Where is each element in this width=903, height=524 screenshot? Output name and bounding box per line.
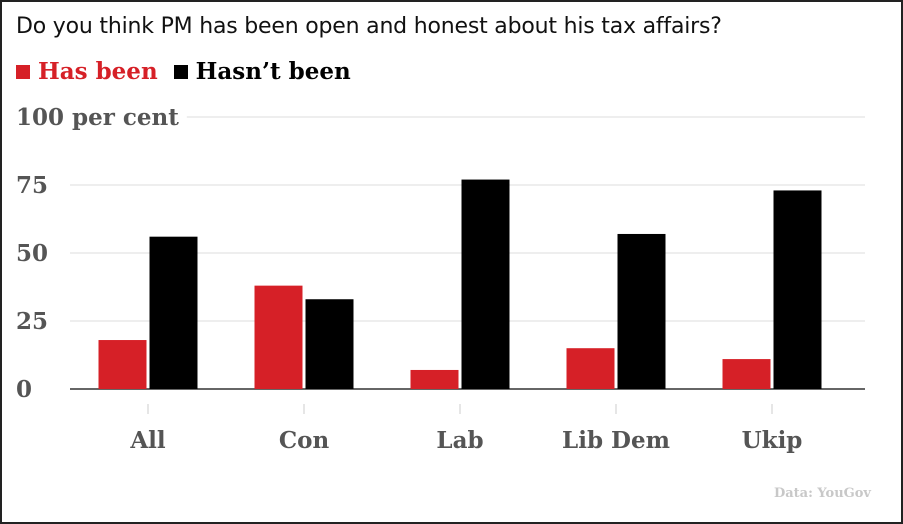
bar-hasnt-been (773, 190, 822, 389)
y-tick-label: 50 (16, 240, 48, 267)
bar-has-been (254, 285, 303, 389)
legend-item-has-been: Has been (16, 58, 158, 85)
legend-swatch-hasnt-been (173, 64, 188, 79)
chart-title: Do you think PM has been open and honest… (16, 14, 722, 39)
bar-hasnt-been (305, 299, 354, 389)
y-tick-label: 0 (16, 376, 32, 403)
bar-hasnt-been (617, 233, 666, 389)
x-tick-label: Lab (436, 427, 483, 454)
x-tick-label: Ukip (742, 427, 803, 454)
x-tick-label: Con (279, 427, 330, 454)
bar-has-been (410, 369, 459, 389)
source-note: Data: YouGov (774, 486, 871, 501)
y-tick-label: 25 (16, 308, 48, 335)
legend-item-hasnt-been: Hasn’t been (173, 58, 351, 85)
bar-has-been (722, 359, 771, 389)
bar-has-been (98, 340, 147, 389)
bar-hasnt-been (461, 179, 510, 389)
legend-label-hasnt-been: Hasn’t been (195, 58, 351, 85)
legend-swatch-has-been (16, 64, 30, 79)
legend-label-has-been: Has been (38, 58, 158, 85)
y-tick-label: 75 (16, 172, 48, 199)
bar-has-been (566, 348, 615, 389)
legend: Has been Hasn’t been (16, 58, 367, 85)
x-tick-label: Lib Dem (562, 427, 670, 454)
bar-hasnt-been (149, 236, 198, 389)
y-tick-label: 100 per cent (16, 104, 179, 131)
x-tick-label: All (129, 427, 166, 454)
